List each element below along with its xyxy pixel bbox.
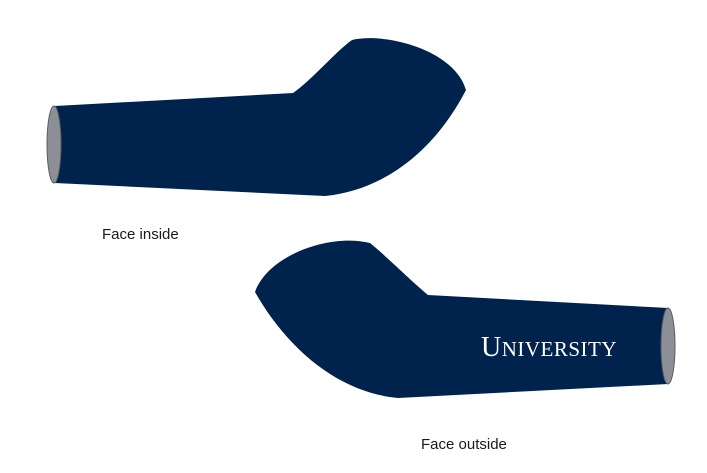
sleeve-inside-body [55,38,466,196]
caption-face-inside: Face inside [102,226,179,243]
sleeve-inside-cuff [47,106,61,183]
sleeve-face-outside: UNIVERSITY [255,241,675,398]
university-wordmark: UNIVERSITY [481,332,617,363]
sleeve-outside-body [255,241,668,398]
sleeve-outside-cuff [661,308,675,384]
caption-face-outside: Face outside [421,436,507,453]
sleeve-face-inside [47,38,466,196]
